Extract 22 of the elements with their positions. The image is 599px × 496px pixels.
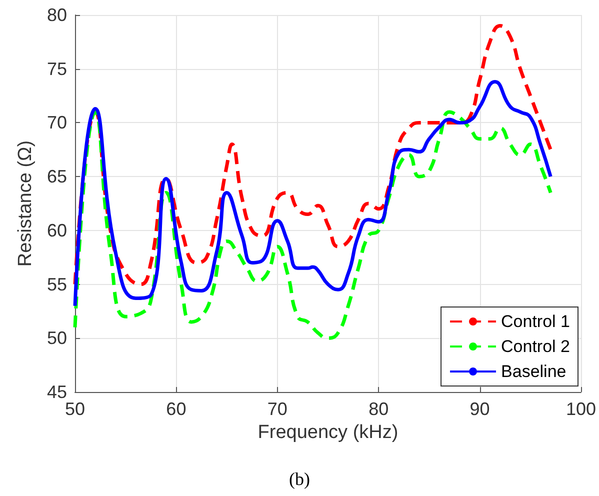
x-tick-label: 80 — [368, 399, 389, 419]
x-tick-label: 70 — [267, 399, 288, 419]
x-tick-label: 90 — [470, 399, 490, 419]
x-tick-label: 100 — [566, 399, 596, 419]
y-tick-label: 45 — [46, 382, 67, 402]
y-axis-title: Resistance (Ω) — [15, 140, 36, 267]
y-tick-label: 70 — [46, 112, 67, 133]
legend-label: Control 1 — [501, 312, 570, 331]
x-tick-label: 50 — [64, 399, 86, 419]
legend-label: Control 2 — [501, 337, 570, 356]
y-tick-label: 75 — [46, 58, 67, 79]
text: (b) — [289, 469, 310, 489]
y-tick-label: 55 — [46, 274, 67, 294]
x-tick-label: 60 — [166, 399, 186, 419]
line-series — [73, 24, 552, 286]
line-series — [73, 80, 552, 308]
legend-label: Baseline — [501, 362, 566, 381]
x-axis-title: Frequency (kHz) — [258, 422, 398, 443]
y-tick-label: 65 — [46, 166, 67, 187]
y-tick-label: 60 — [46, 220, 67, 240]
y-tick-label: 50 — [46, 328, 67, 348]
y-tick-label: 80 — [46, 5, 67, 25]
